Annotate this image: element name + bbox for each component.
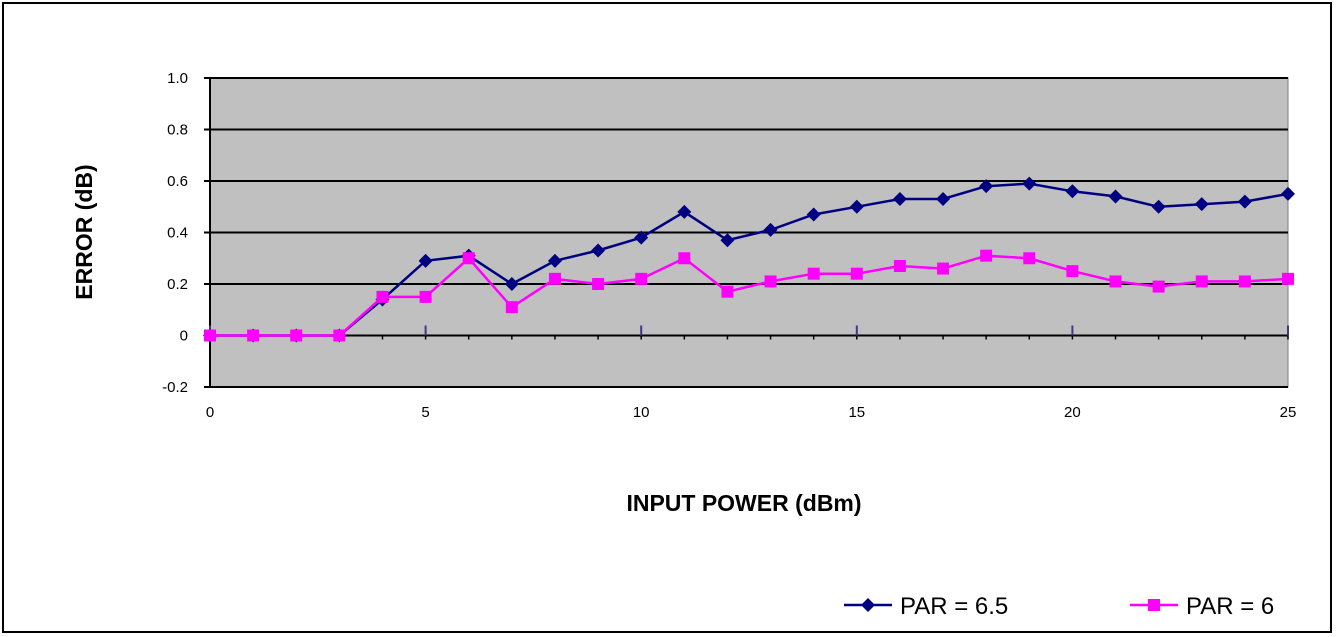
- data-point-series-1: [979, 179, 994, 194]
- data-point-series-1: [892, 192, 907, 207]
- data-point-series-2: [893, 259, 906, 272]
- x-tick-label: 5: [421, 404, 429, 421]
- data-point-series-2: [678, 252, 691, 265]
- x-tick-label: 0: [206, 404, 214, 421]
- data-point-series-1: [504, 277, 519, 291]
- data-point-series-2: [462, 252, 475, 265]
- data-point-series-1: [720, 233, 735, 248]
- data-point-series-2: [505, 301, 518, 314]
- data-point-series-2: [592, 278, 605, 290]
- data-point-series-1: [1065, 184, 1080, 199]
- data-point-series-1: [547, 253, 562, 268]
- data-point-series-2: [1282, 272, 1294, 285]
- data-point-series-2: [376, 290, 389, 303]
- y-tick-label: 1.0: [167, 70, 188, 87]
- data-point-series-1: [1151, 199, 1166, 214]
- y-tick-label: 0: [180, 328, 188, 345]
- series-line-2: [210, 254, 1289, 337]
- data-point-series-1: [763, 222, 778, 237]
- data-point-series-2: [635, 272, 648, 285]
- x-tick-label: 15: [848, 404, 865, 421]
- data-point-series-2: [1195, 275, 1208, 288]
- data-point-series-1: [1194, 197, 1209, 212]
- data-point-series-1: [1237, 194, 1252, 209]
- data-point-series-2: [1152, 280, 1165, 293]
- y-tick-label: -0.2: [162, 379, 188, 396]
- data-point-series-2: [1238, 275, 1251, 288]
- data-point-series-2: [937, 262, 950, 275]
- y-tick-label: 0.2: [167, 276, 188, 293]
- data-point-series-2: [807, 267, 820, 280]
- x-tick-label: 25: [1280, 404, 1297, 421]
- x-tick-label: 10: [633, 404, 650, 421]
- line-chart: -0.2 0 0.2 0.4 0.6 0.8 1.0 0 5 10 15 20 25 ERROR (dB…: [71, 70, 1296, 620]
- x-tick-label: 20: [1064, 404, 1081, 421]
- legend-label-1: PAR = 6.5: [900, 593, 1008, 620]
- data-point-series-1: [634, 230, 649, 245]
- data-point-series-2: [850, 267, 863, 280]
- data-point-series-2: [204, 329, 216, 342]
- data-point-series-2: [548, 272, 561, 285]
- data-point-series-2: [290, 329, 303, 342]
- data-point-series-1: [1108, 189, 1123, 204]
- x-axis-title: INPUT POWER (dBm): [626, 490, 861, 516]
- legend: PAR = 6.5 PAR = 6: [844, 593, 1274, 620]
- y-tick-label: 0.6: [167, 173, 188, 190]
- data-point-series-1: [591, 243, 606, 258]
- data-point-series-2: [1023, 252, 1036, 265]
- series-line-1: [210, 182, 1289, 337]
- data-point-series-1: [1281, 186, 1295, 201]
- data-point-series-2: [247, 329, 260, 342]
- y-axis-title: ERROR (dB): [71, 164, 97, 299]
- data-point-series-1: [1022, 176, 1037, 191]
- series-group: [203, 176, 1295, 343]
- data-point-series-2: [1066, 265, 1079, 278]
- y-tick-label: 0.8: [167, 122, 188, 139]
- legend-label-2: PAR = 6: [1186, 593, 1274, 620]
- legend-marker-2: [1148, 599, 1160, 611]
- data-point-series-2: [721, 285, 734, 298]
- plot-area-group: [209, 77, 1289, 388]
- axes-group: -0.2 0 0.2 0.4 0.6 0.8 1.0 0 5 10 15 20 25: [162, 70, 1296, 421]
- legend-marker-1: [861, 598, 875, 612]
- data-point-series-2: [764, 275, 777, 288]
- data-point-series-1: [849, 199, 864, 214]
- data-point-series-2: [333, 329, 346, 342]
- y-tick-label: 0.4: [167, 225, 188, 242]
- data-point-series-1: [418, 253, 433, 268]
- data-point-series-1: [806, 207, 821, 222]
- data-point-series-1: [936, 192, 951, 207]
- data-point-series-1: [677, 204, 692, 219]
- data-point-series-2: [980, 249, 993, 262]
- data-point-series-2: [1109, 275, 1122, 288]
- data-point-series-2: [419, 290, 432, 303]
